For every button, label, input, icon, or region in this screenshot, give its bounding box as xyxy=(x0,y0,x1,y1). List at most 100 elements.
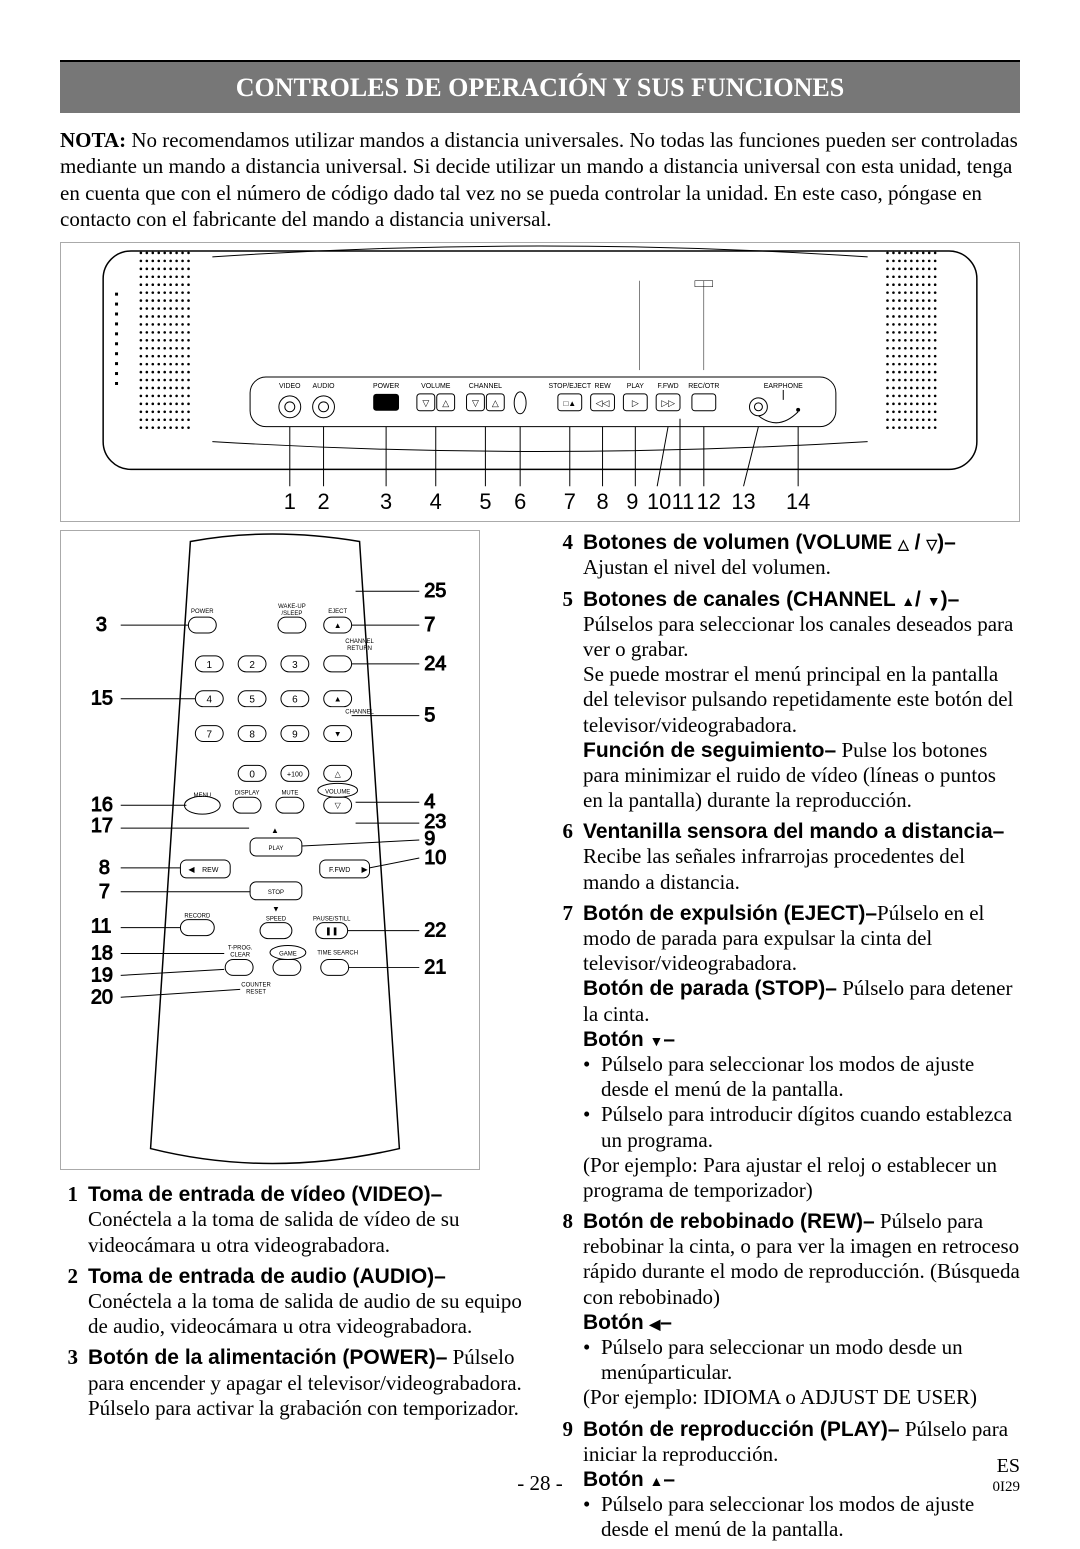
svg-text:7: 7 xyxy=(207,730,213,741)
svg-text:▶: ▶ xyxy=(362,865,369,874)
page-number: - 28 - xyxy=(0,1471,1080,1496)
svg-text:▼: ▼ xyxy=(272,905,280,914)
item-title: Toma de entrada de audio (AUDIO)– xyxy=(88,1265,446,1288)
item-title: Botones de canales (CHANNEL / )– xyxy=(583,588,959,611)
list-item: 8 Botón de rebobinado (REW)– Púlselo par… xyxy=(555,1209,1020,1411)
triangle-down-icon xyxy=(649,1028,663,1051)
svg-text:VOLUME: VOLUME xyxy=(421,383,451,390)
svg-text:□▲: □▲ xyxy=(563,399,576,408)
svg-text:F.FWD: F.FWD xyxy=(657,383,678,390)
item-text: Ajustan el nivel del volumen. xyxy=(583,555,831,579)
item-title: Ventanilla sensora del mando a distancia… xyxy=(583,820,1004,843)
svg-text:▽: ▽ xyxy=(335,801,342,810)
svg-text:POWER: POWER xyxy=(373,383,399,390)
svg-text:8: 8 xyxy=(99,857,110,879)
svg-text:15: 15 xyxy=(91,688,113,710)
svg-text:CHANNEL: CHANNEL xyxy=(345,710,374,716)
page-header: CONTROLES DE OPERACIÓN Y SUS FUNCIONES xyxy=(60,60,1020,113)
svg-text:4: 4 xyxy=(207,695,213,706)
svg-text:❚❚: ❚❚ xyxy=(325,927,338,936)
svg-text:14: 14 xyxy=(786,489,810,514)
device-svg: VIDEO AUDIO POWER VOLUME ▽ △ CHANNEL ▽ △… xyxy=(61,243,1019,521)
svg-text:8: 8 xyxy=(596,489,608,514)
svg-text:DISPLAY: DISPLAY xyxy=(235,790,260,796)
svg-text:▼: ▼ xyxy=(334,730,342,739)
triangle-up-icon xyxy=(901,588,915,611)
svg-text:T-PROG.: T-PROG. xyxy=(228,946,253,952)
item-text: Se puede mostrar el menú principal en la… xyxy=(583,662,1013,736)
item-subtitle: Botón – xyxy=(583,1028,675,1051)
svg-text:3: 3 xyxy=(292,660,298,671)
triangle-up-outline-icon xyxy=(898,531,909,554)
svg-text:MENU: MENU xyxy=(194,793,212,799)
item-number: 7 xyxy=(555,901,583,1203)
svg-text:25: 25 xyxy=(424,580,446,602)
svg-text:12: 12 xyxy=(697,489,721,514)
svg-text:2: 2 xyxy=(317,489,329,514)
svg-text:RESET: RESET xyxy=(246,990,266,996)
nota-text: No recomendamos utilizar mandos a distan… xyxy=(60,128,1018,231)
item-text: Conéctela a la toma de salida de vídeo d… xyxy=(88,1207,459,1256)
triangle-down-icon xyxy=(927,588,941,611)
svg-text:10: 10 xyxy=(424,847,446,869)
svg-text:▲: ▲ xyxy=(271,826,279,835)
remote-svg: POWER WAKE-UP/SLEEP EJECT ▲ CHANNELRETUR… xyxy=(61,531,479,1169)
svg-text:11: 11 xyxy=(672,489,695,514)
list-item: 4 Botones de volumen (VOLUME / )– Ajusta… xyxy=(555,530,1020,580)
item-text: Conéctela a la toma de salida de audio d… xyxy=(88,1289,522,1338)
item-number: 4 xyxy=(555,530,583,580)
item-text: Púlselos para seleccionar los canales de… xyxy=(583,612,1013,661)
item-subtitle: Botón de parada (STOP)– xyxy=(583,977,837,1000)
nota-block: NOTA: No recomendamos utilizar mandos a … xyxy=(60,127,1020,232)
device-diagram: VIDEO AUDIO POWER VOLUME ▽ △ CHANNEL ▽ △… xyxy=(60,242,1020,522)
svg-text:AUDIO: AUDIO xyxy=(313,383,336,390)
triangle-down-outline-icon xyxy=(926,531,937,554)
svg-text:18: 18 xyxy=(91,943,113,965)
svg-text:▲: ▲ xyxy=(334,695,342,704)
list-item: 3 Botón de la alimentación (POWER)– Púls… xyxy=(60,1345,525,1421)
svg-text:WAKE-UP: WAKE-UP xyxy=(278,604,306,610)
svg-text:▽: ▽ xyxy=(422,398,429,408)
svg-text:8: 8 xyxy=(249,730,255,741)
svg-text:POWER: POWER xyxy=(191,609,214,615)
svg-text:+100: +100 xyxy=(287,772,303,779)
svg-text:7: 7 xyxy=(424,614,435,636)
svg-text:STOP: STOP xyxy=(268,890,284,896)
item-title: Botón de la alimentación (POWER)– xyxy=(88,1346,447,1369)
bullet-item: •Púlselo para seleccionar un modo desde … xyxy=(583,1335,1020,1385)
svg-text:4: 4 xyxy=(430,489,442,514)
svg-text:EARPHONE: EARPHONE xyxy=(764,383,803,390)
item-subtitle: Función de seguimiento– xyxy=(583,739,836,762)
svg-text:PAUSE/STILL: PAUSE/STILL xyxy=(313,917,351,923)
svg-text:PLAY: PLAY xyxy=(269,846,284,852)
list-item: 7 Botón de expulsión (EJECT)–Púlselo en … xyxy=(555,901,1020,1203)
item-number: 2 xyxy=(60,1264,88,1340)
svg-text:SPEED: SPEED xyxy=(266,917,287,923)
svg-text:RECORD: RECORD xyxy=(184,914,211,920)
svg-text:VIDEO: VIDEO xyxy=(279,383,301,390)
svg-text:1: 1 xyxy=(207,660,213,671)
svg-text:10: 10 xyxy=(647,489,671,514)
svg-text:PLAY: PLAY xyxy=(627,383,645,390)
bullet-item: •Púlselo para introducir dígitos cuando … xyxy=(583,1102,1020,1152)
item-tail: (Por ejemplo: IDIOMA o ADJUST DE USER) xyxy=(583,1385,977,1409)
svg-text:/SLEEP: /SLEEP xyxy=(281,611,302,617)
svg-text:17: 17 xyxy=(91,815,113,837)
svg-text:7: 7 xyxy=(564,489,576,514)
svg-text:7: 7 xyxy=(99,881,110,903)
item-title: Toma de entrada de vídeo (VIDEO)– xyxy=(88,1183,442,1206)
svg-text:3: 3 xyxy=(380,489,392,514)
item-subtitle: Botón – xyxy=(583,1311,672,1334)
svg-text:△: △ xyxy=(335,770,342,779)
triangle-left-icon xyxy=(649,1311,660,1334)
item-number: 6 xyxy=(555,819,583,895)
item-number: 3 xyxy=(60,1345,88,1421)
svg-text:COUNTER: COUNTER xyxy=(241,983,271,989)
footer-codes: ES 0I29 xyxy=(993,1454,1021,1496)
svg-text:9: 9 xyxy=(292,730,298,741)
svg-text:1: 1 xyxy=(284,489,296,514)
svg-text:5: 5 xyxy=(249,695,255,706)
item-title: Botón de reproducción (PLAY)– xyxy=(583,1418,900,1441)
svg-text:21: 21 xyxy=(424,957,446,979)
list-item: 5 Botones de canales (CHANNEL / )– Púlse… xyxy=(555,587,1020,814)
